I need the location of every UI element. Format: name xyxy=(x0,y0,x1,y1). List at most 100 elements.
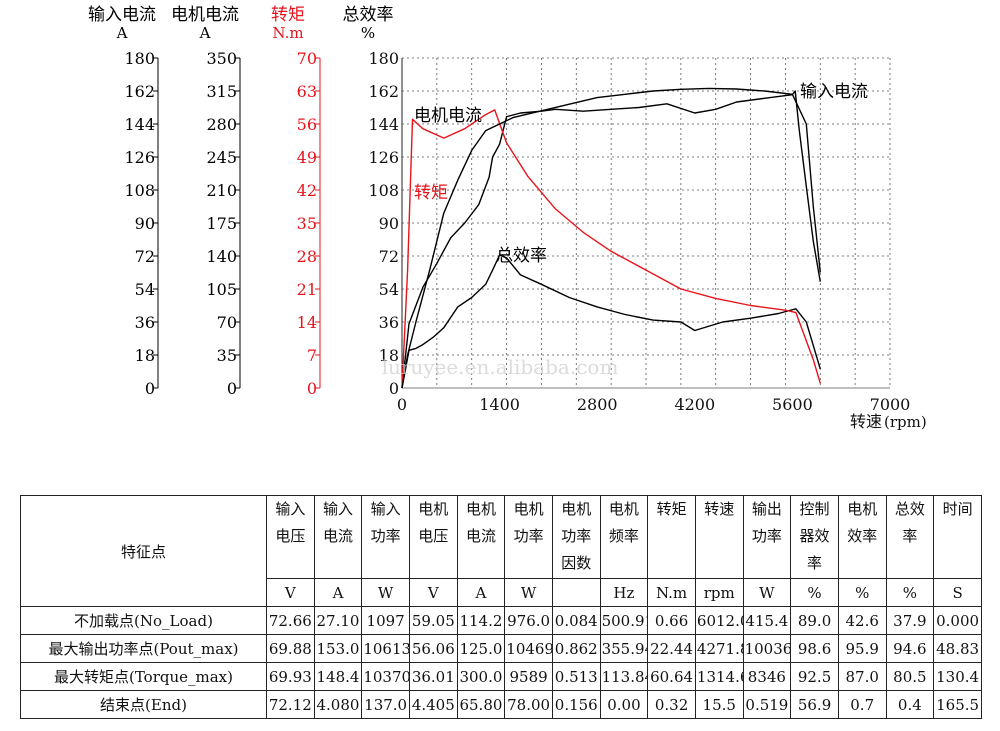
table-cell: 72.66 xyxy=(266,606,315,635)
table-row: 结束点(End) 72.12 4.080 137.0 4.405 65.80 78.00 0.… xyxy=(20,690,982,719)
table-units-row: V A W V A W Hz N.m rpm W%%% S xyxy=(21,578,982,607)
x-axis-unit: (rpm) xyxy=(884,413,927,431)
left-axis-tick-label: 0 xyxy=(227,379,237,398)
table-row: 最大转矩点(Torque_max) 69.93 148.4 10370 36.01 300… xyxy=(20,662,982,691)
left-axis-name: 总效率 xyxy=(343,5,394,25)
left-axis-tick-label: 18 xyxy=(135,346,155,365)
x-tick-label: 1400 xyxy=(479,395,520,414)
column-header: 输入电压 xyxy=(266,495,315,579)
column-header: 时间 xyxy=(933,495,982,579)
plot-y-tick-label: 108 xyxy=(368,181,399,200)
column-header: 转矩 xyxy=(647,495,696,579)
left-axis-tick-label: 0 xyxy=(307,379,317,398)
table-cell: 114.2 xyxy=(456,606,506,635)
curve-label: 电机电流 xyxy=(414,106,482,126)
table-cell: 56.06 xyxy=(408,634,458,663)
row-label: 最大输出功率点(Pout_max) xyxy=(20,634,267,663)
left-axis-tick-label: 280 xyxy=(206,115,237,134)
column-unit xyxy=(551,578,601,607)
left-axis-tick-label: 175 xyxy=(206,214,237,233)
column-unit: W xyxy=(504,578,553,607)
left-axis-tick-label: 35 xyxy=(297,214,317,233)
table-cell: 42.6 xyxy=(837,606,887,635)
left-axis-tick-label: 70 xyxy=(297,49,317,68)
table-cell: 95.9 xyxy=(837,634,887,663)
table-cell: 0.084 xyxy=(551,606,601,635)
column-unit: % xyxy=(885,578,935,607)
left-axis-tick-label: 180 xyxy=(124,49,155,68)
table-cell: 300.0 xyxy=(456,662,506,691)
left-axis-tick-label: 105 xyxy=(206,280,237,299)
left-axis-tick-label: 70 xyxy=(217,313,237,332)
table-cell: 0.513 xyxy=(551,662,601,691)
x-tick-label: 5600 xyxy=(772,395,813,414)
table-cell: 89.0 xyxy=(790,606,839,635)
left-axis-unit: N.m xyxy=(272,24,303,42)
x-tick-label: 0 xyxy=(397,395,407,414)
table-cell: 80.5 xyxy=(885,662,935,691)
table-cell: 8346 xyxy=(742,662,792,691)
table-cell: 10613 xyxy=(361,634,410,663)
table-cell: 92.5 xyxy=(790,662,839,691)
table-cell: 4.080 xyxy=(313,690,363,719)
column-unit: % xyxy=(837,578,887,607)
column-unit: N.m xyxy=(647,578,696,607)
table-header-row: 特征点 输入电压 输入电流 输入功率 电机电压 电机电流 电机功率 电机功率因数 电机频率 转矩… xyxy=(20,495,982,607)
left-axis-tick-label: 126 xyxy=(124,148,155,167)
table-cell: 72.12 xyxy=(266,690,315,719)
row-label: 最大转矩点(Torque_max) xyxy=(20,662,267,691)
left-axis-tick-label: 63 xyxy=(297,82,317,101)
plot-y-tick-label: 0 xyxy=(389,379,399,398)
plot-y-tick-label: 72 xyxy=(379,247,399,266)
left-axis-tick-label: 315 xyxy=(206,82,237,101)
table-cell: 37.9 xyxy=(885,606,935,635)
left-axis-tick-label: 42 xyxy=(297,181,317,200)
table-cell: 9589 xyxy=(504,662,553,691)
table-cell: 1097 xyxy=(361,606,410,635)
left-axis-tick-label: 14 xyxy=(297,313,317,332)
series-line-motor-current xyxy=(401,254,821,389)
left-axis-unit: A xyxy=(199,24,211,42)
series-line-efficiency xyxy=(401,87,821,389)
characteristic-points-table: 特征点 输入电压 输入电流 输入功率 电机电压 电机电流 电机功率 电机功率因数 电机频率 转矩… xyxy=(20,495,982,719)
column-header: 输入功率 xyxy=(361,495,410,579)
table-cell: 165.5 xyxy=(933,690,982,719)
left-axis-tick-label: 144 xyxy=(124,115,155,134)
table-cell: 0.4 xyxy=(885,690,935,719)
plot-y-tick-label: 180 xyxy=(368,49,399,68)
table-cell: 78.00 xyxy=(504,690,553,719)
column-header: 电机电流 xyxy=(456,495,506,579)
table-cell: 130.4 xyxy=(933,662,982,691)
table-cell: 69.88 xyxy=(266,634,315,663)
left-axis-tick-label: 54 xyxy=(135,280,155,299)
left-axis-tick-label: 108 xyxy=(124,181,155,200)
table-cell: 48.83 xyxy=(933,634,982,663)
left-axis-unit: A xyxy=(116,24,128,42)
plot-y-tick-label: 18 xyxy=(379,346,399,365)
table-cell: 56.9 xyxy=(790,690,839,719)
table-cell: 4271.8 xyxy=(694,634,744,663)
table-cell: 10036 xyxy=(742,634,792,663)
table-cell: 500.91 xyxy=(599,606,649,635)
table-cell: 87.0 xyxy=(837,662,887,691)
series-line-input-current xyxy=(401,90,821,389)
plot-y-tick-label: 54 xyxy=(379,280,399,299)
column-unit: W xyxy=(361,578,410,607)
x-axis-label: 转速 xyxy=(850,412,882,431)
column-unit: V xyxy=(266,578,315,607)
table-cell: 355.94 xyxy=(599,634,649,663)
column-header: 控制器效率 xyxy=(790,495,839,579)
left-axis-tick-label: 162 xyxy=(124,82,155,101)
left-axis-name: 输入电流 xyxy=(88,5,156,25)
column-unit: Hz xyxy=(599,578,649,607)
left-axis-tick-label: 35 xyxy=(217,346,237,365)
table-cell: 0.00 xyxy=(599,690,649,719)
x-tick-label: 2800 xyxy=(577,395,618,414)
column-header: 输出功率 xyxy=(742,495,792,579)
column-header: 电机功率因数 xyxy=(551,495,601,579)
table-cell: 22.44 xyxy=(647,634,696,663)
x-tick-label: 7000 xyxy=(870,395,911,414)
table-row: 最大输出功率点(Pout_max) 69.88 153.0 10613 56.06 125… xyxy=(20,634,982,663)
left-axis-tick-label: 49 xyxy=(297,148,317,167)
